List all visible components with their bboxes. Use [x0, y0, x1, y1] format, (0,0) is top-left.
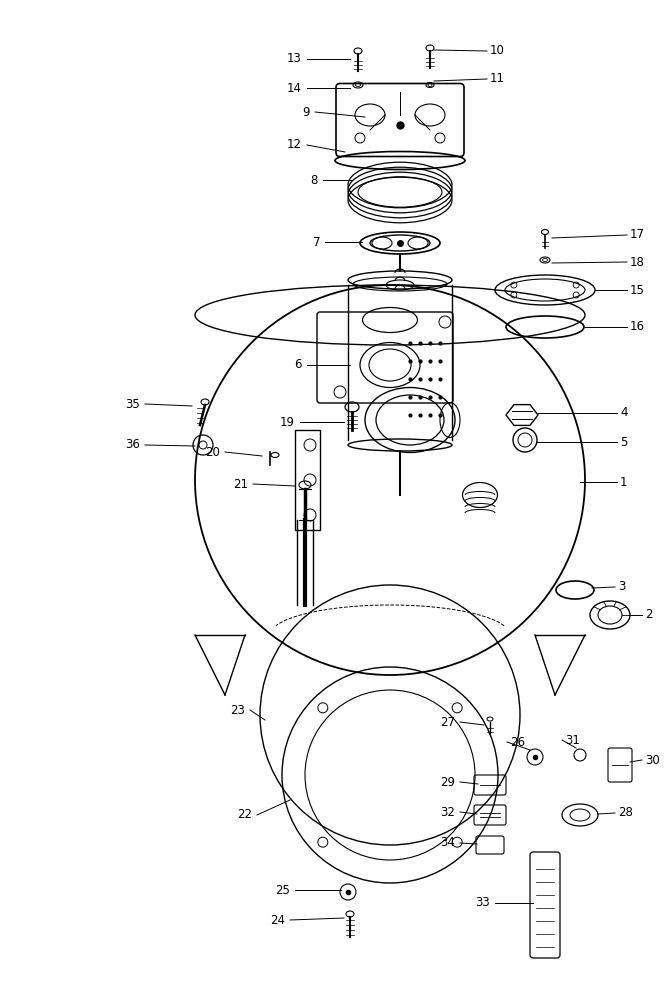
Text: 34: 34: [440, 836, 455, 850]
Text: 11: 11: [490, 73, 505, 86]
Text: 14: 14: [287, 82, 302, 95]
Text: 19: 19: [280, 416, 295, 428]
Text: 6: 6: [294, 359, 302, 371]
Text: 5: 5: [620, 436, 628, 448]
Text: 32: 32: [440, 806, 455, 818]
Text: 36: 36: [125, 438, 140, 452]
Text: 17: 17: [630, 229, 645, 241]
Text: 30: 30: [645, 754, 660, 766]
Text: 31: 31: [565, 734, 580, 746]
Text: 1: 1: [620, 476, 628, 488]
Text: 2: 2: [645, 608, 653, 621]
Text: 27: 27: [440, 716, 455, 728]
Text: 25: 25: [275, 884, 290, 896]
Text: 22: 22: [237, 808, 252, 822]
Text: 20: 20: [205, 446, 220, 458]
Text: 15: 15: [630, 284, 645, 296]
Text: 9: 9: [302, 105, 310, 118]
Text: 12: 12: [287, 138, 302, 151]
Text: 24: 24: [270, 914, 285, 926]
Text: 26: 26: [510, 736, 525, 748]
Text: 21: 21: [233, 478, 248, 490]
Text: 33: 33: [475, 896, 490, 910]
Text: 3: 3: [618, 580, 626, 593]
Text: 8: 8: [310, 174, 318, 186]
Text: 18: 18: [630, 255, 645, 268]
Text: 7: 7: [312, 235, 320, 248]
Text: 29: 29: [440, 776, 455, 788]
Text: 10: 10: [490, 44, 505, 57]
Text: 23: 23: [230, 704, 245, 716]
Text: 4: 4: [620, 406, 628, 420]
Text: 28: 28: [618, 806, 633, 820]
Text: 35: 35: [125, 397, 140, 410]
Text: 13: 13: [287, 52, 302, 66]
Text: 16: 16: [630, 320, 645, 334]
